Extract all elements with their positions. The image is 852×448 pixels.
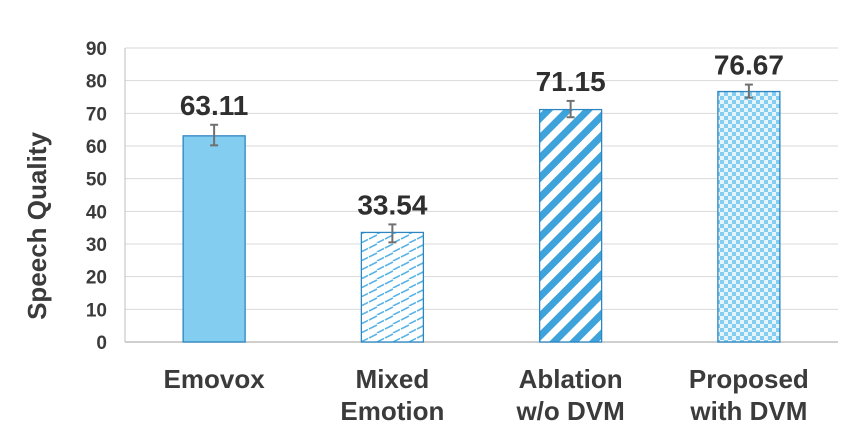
- category-label: Ablation w/o DVM: [515, 364, 624, 426]
- value-label: 76.67: [714, 50, 784, 81]
- category-label: Mixed Emotion: [340, 364, 444, 426]
- y-axis-ticks: 0 10 20 30 40 50 60 70 80 90: [86, 39, 107, 354]
- y-tick-label: 50: [86, 170, 107, 191]
- y-tick-label: 40: [86, 202, 107, 223]
- bar: [717, 90, 781, 343]
- bar: [182, 135, 246, 343]
- value-label: 71.15: [536, 66, 606, 97]
- category-label: Emovox: [164, 364, 266, 394]
- bar: [360, 231, 425, 343]
- y-tick-label: 80: [86, 72, 107, 93]
- value-label: 33.54: [357, 189, 427, 220]
- y-tick-label: 20: [86, 268, 107, 289]
- y-tick-label: 60: [86, 137, 107, 158]
- category-label: Proposed with DVM: [689, 364, 809, 426]
- x-axis-categories: Emovox Mixed Emotion Ablation w/o DVM Propose…: [164, 364, 809, 426]
- bars: [182, 90, 781, 343]
- y-tick-label: 30: [86, 235, 107, 256]
- y-tick-label: 0: [96, 333, 107, 354]
- value-label: 63.11: [180, 90, 249, 121]
- error-bars: [210, 83, 753, 244]
- y-tick-label: 70: [86, 104, 107, 125]
- bar: [538, 108, 603, 343]
- y-axis-label: Speech Quality: [22, 132, 52, 320]
- y-tick-label: 10: [86, 300, 107, 321]
- value-labels: 63.11 33.54 71.15 76.67: [180, 50, 784, 221]
- y-tick-label: 90: [86, 39, 107, 60]
